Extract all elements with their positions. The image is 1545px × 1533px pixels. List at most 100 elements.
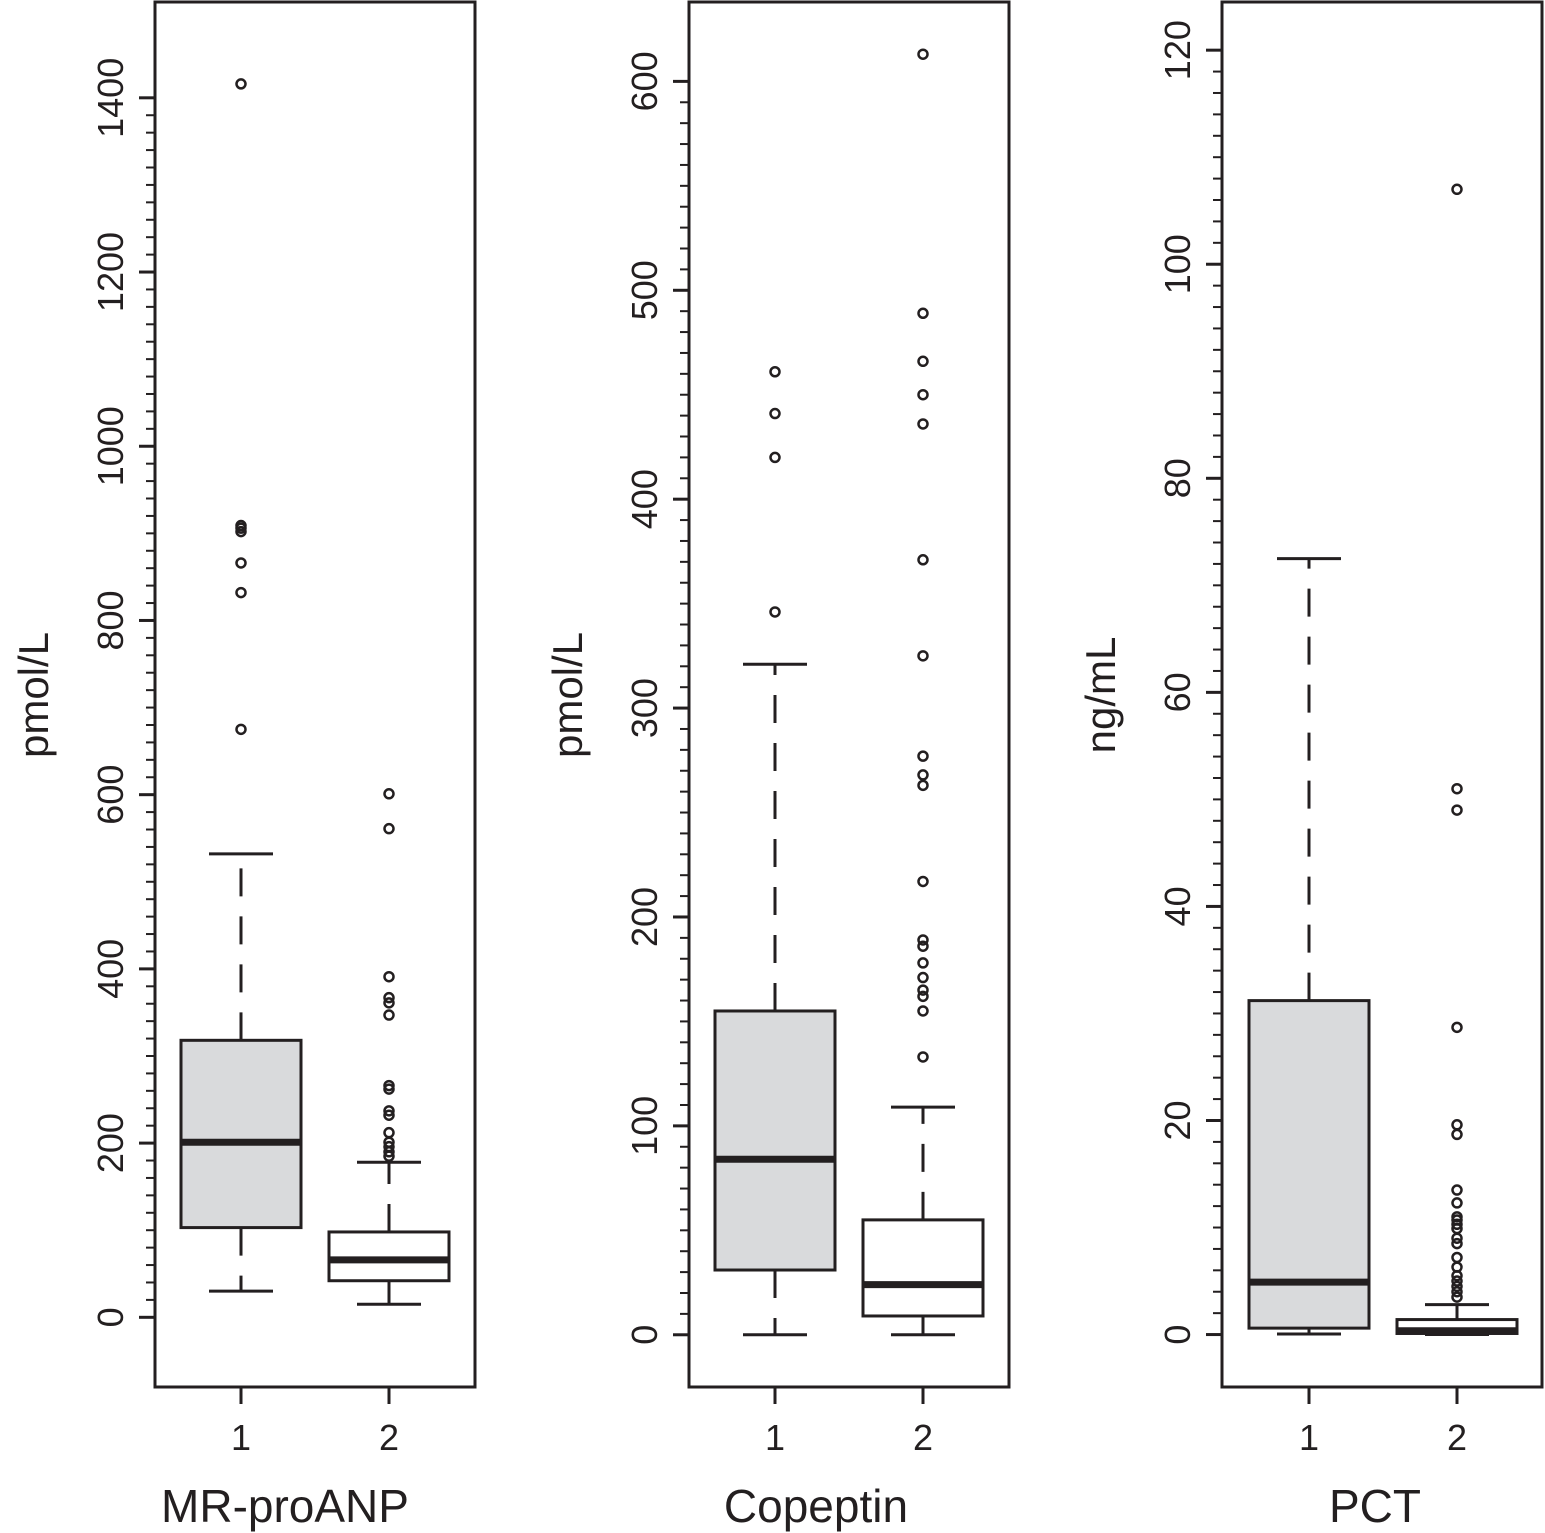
outlier-point	[769, 407, 781, 420]
outlier-point	[917, 971, 929, 984]
y-tick-label: 400	[624, 469, 665, 529]
outlier-point	[917, 779, 929, 792]
y-tick-label: 1400	[90, 58, 131, 138]
outlier-point	[383, 1079, 395, 1092]
iqr-box	[713, 1009, 837, 1272]
y-tick-label: 80	[1157, 458, 1198, 498]
x-tick-label: 2	[913, 1417, 933, 1458]
y-tick-label: 600	[90, 765, 131, 825]
outlier-point	[917, 875, 929, 888]
outlier-point	[235, 723, 247, 736]
panel-pct: ng/mL PCT 0 20 40 60 80 100 120 1 2	[1077, 0, 1544, 1532]
outlier-point	[917, 355, 929, 368]
y-tick-label: 60	[1157, 672, 1198, 712]
y-tick-label: 1200	[90, 232, 131, 312]
y-tick-label: 1000	[90, 406, 131, 486]
outlier-point	[1451, 1119, 1463, 1131]
outlier-point	[917, 957, 929, 969]
panel-title: Copeptin	[724, 1480, 908, 1532]
y-tick-label: 40	[1157, 886, 1198, 926]
outlier-point	[917, 554, 929, 566]
outlier-point	[769, 366, 781, 378]
outlier-point	[1451, 183, 1463, 196]
outlier-point	[917, 418, 929, 430]
x-tick-label: 1	[1299, 1417, 1319, 1458]
y-axis-title: ng/mL	[1077, 637, 1124, 754]
box-group-2	[861, 48, 985, 1337]
outlier-point	[235, 557, 247, 569]
panel-mr-proanp: pmol/L MR-proANP 0 200 400 600 800 1000 1200 14…	[10, 0, 477, 1532]
y-tick-label: 0	[1157, 1325, 1198, 1345]
outlier-point	[917, 934, 929, 946]
y-tick-label: 0	[90, 1307, 131, 1327]
outlier-point	[1451, 1197, 1463, 1209]
box-group-2	[1395, 183, 1519, 1337]
outlier-point	[383, 1109, 395, 1121]
outlier-point	[1451, 1237, 1463, 1250]
outlier-point	[383, 970, 395, 983]
y-tick-label: 400	[90, 939, 131, 999]
outlier-point	[1451, 1285, 1463, 1298]
box-group-1	[713, 366, 837, 1337]
panel-title: PCT	[1329, 1480, 1421, 1532]
outlier-point	[1451, 1184, 1463, 1196]
iqr-box	[861, 1218, 985, 1318]
outlier-point	[1451, 1128, 1463, 1141]
y-tick-label: 800	[90, 590, 131, 650]
outlier-point	[1451, 1211, 1463, 1223]
outlier-point	[917, 940, 929, 952]
iqr-box	[179, 1038, 303, 1230]
outlier-point	[917, 769, 929, 781]
x-tick-label: 1	[765, 1417, 785, 1458]
y-axis-title: pmol/L	[10, 632, 57, 758]
outlier-point	[917, 1005, 929, 1017]
outlier-point	[917, 750, 929, 762]
outlier-point	[383, 991, 395, 1004]
y-axis-title: pmol/L	[544, 632, 591, 758]
x-tick-label: 2	[1447, 1417, 1467, 1458]
outlier-point	[917, 984, 929, 996]
y-tick-label: 200	[90, 1113, 131, 1173]
x-tick-label: 1	[231, 1417, 251, 1458]
outlier-point	[1451, 1021, 1463, 1034]
outlier-point	[917, 1051, 929, 1063]
box-group-1	[1247, 557, 1371, 1336]
box-group-1	[179, 78, 303, 1293]
outlier-point	[769, 606, 781, 618]
y-tick-label: 120	[1157, 20, 1198, 80]
outlier-point	[1451, 1218, 1463, 1231]
outlier-point	[383, 822, 395, 835]
outlier-point	[1451, 1275, 1463, 1287]
outlier-point	[235, 78, 247, 90]
outlier-point	[235, 586, 247, 599]
y-tick-label: 100	[1157, 234, 1198, 294]
y-tick-label: 0	[624, 1325, 665, 1345]
outlier-point	[917, 990, 929, 1003]
panel-title: MR-proANP	[161, 1480, 409, 1532]
outlier-point	[1451, 1280, 1463, 1293]
outlier-point	[917, 48, 929, 60]
outlier-point	[1451, 782, 1463, 795]
outlier-point	[383, 997, 395, 1009]
outlier-point	[1451, 1291, 1463, 1303]
outlier-point	[1451, 1251, 1463, 1264]
outlier-point	[917, 388, 929, 401]
outlier-point	[235, 519, 247, 532]
outlier-point	[383, 1140, 395, 1153]
outlier-point	[383, 1009, 395, 1021]
y-tick-label: 300	[624, 678, 665, 738]
iqr-box	[1247, 999, 1371, 1330]
outlier-point	[383, 1105, 395, 1117]
y-tick-label: 20	[1157, 1100, 1198, 1140]
outlier-point	[383, 1126, 395, 1139]
outlier-point	[383, 788, 395, 800]
y-tick-label: 500	[624, 260, 665, 320]
y-tick-label: 100	[624, 1096, 665, 1156]
panel-copeptin: pmol/L Copeptin 0 100 200 300 400 500 600 1 2	[544, 0, 1011, 1532]
y-tick-label: 200	[624, 887, 665, 947]
outlier-point	[1451, 804, 1463, 816]
y-tick-label: 600	[624, 51, 665, 111]
outlier-point	[769, 451, 781, 464]
x-tick-label: 2	[379, 1417, 399, 1458]
